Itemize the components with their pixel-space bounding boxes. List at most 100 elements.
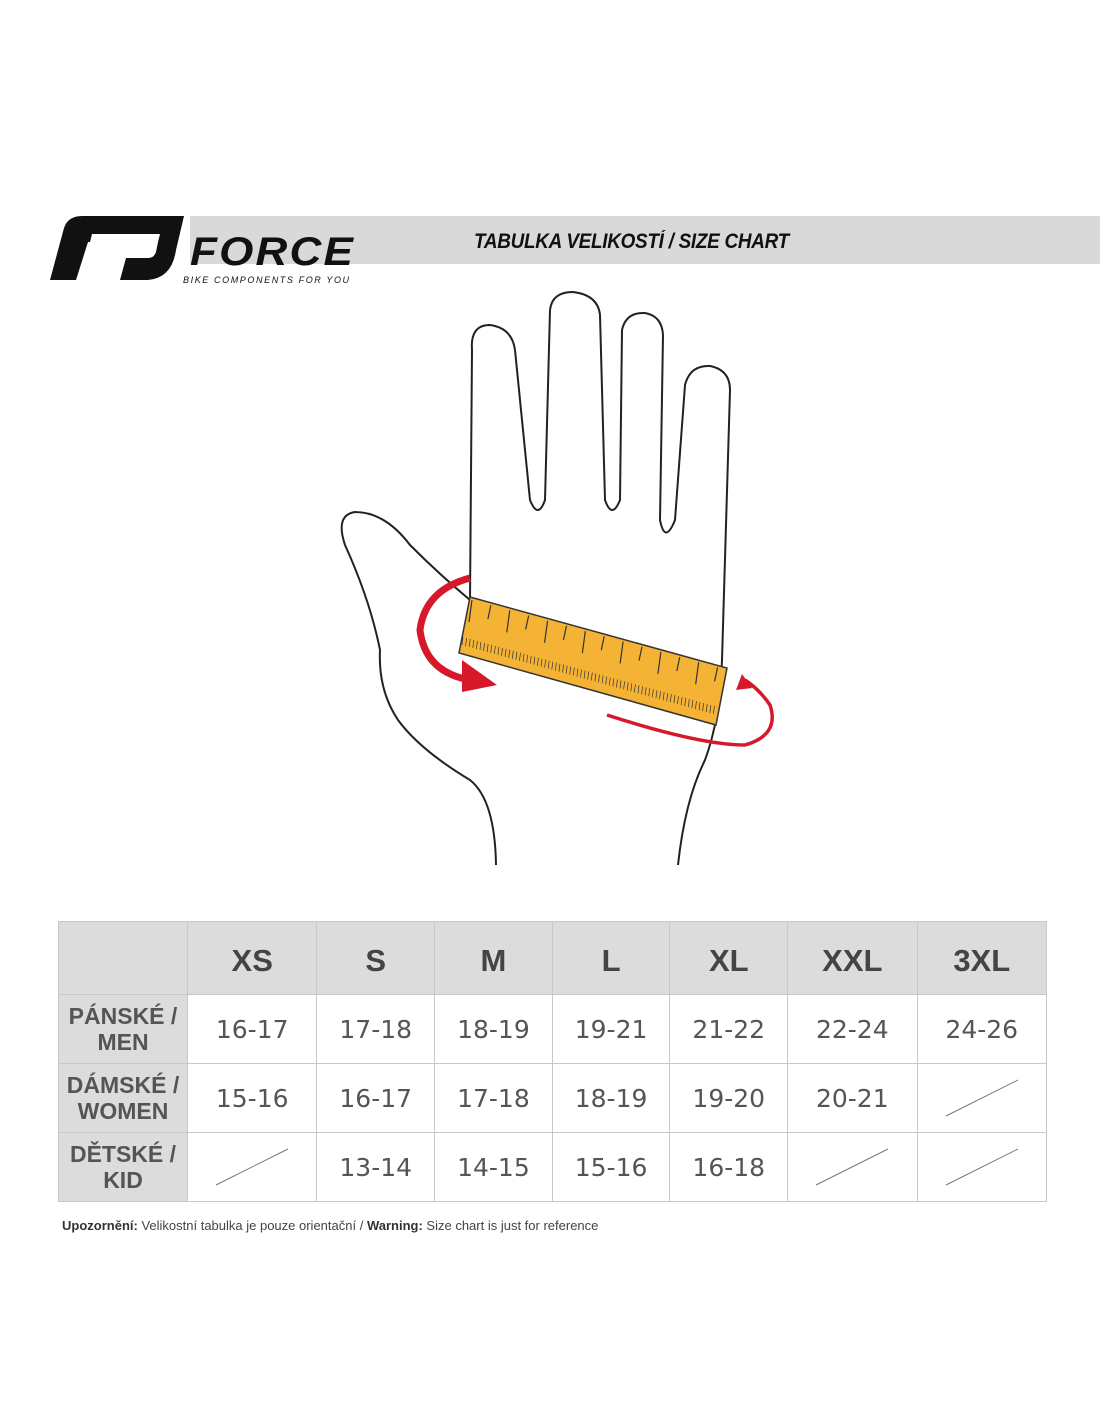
- ruler-tick: [648, 688, 651, 697]
- ruler-tick: [590, 672, 593, 681]
- ruler-tick: [641, 686, 643, 695]
- ruler-tick: [515, 651, 518, 660]
- ruler-tick: [587, 671, 590, 680]
- ruler-tick: [713, 667, 719, 682]
- header-band: [190, 216, 1100, 264]
- ruler-tick: [705, 703, 708, 713]
- ruler-tick: [504, 648, 507, 657]
- ruler-tick: [612, 678, 615, 687]
- ruler-tick: [533, 656, 536, 665]
- column-header: L: [551, 921, 671, 995]
- ruler-tick: [695, 662, 700, 685]
- size-value-cell: 24-26: [916, 994, 1047, 1064]
- ruler-tick: [680, 697, 683, 706]
- ruler-tick: [666, 693, 669, 702]
- ruler-tick: [537, 657, 539, 666]
- size-value-cell: 17-18: [434, 1063, 553, 1133]
- ruler-tick: [525, 615, 530, 630]
- diagonal-slash-icon: [215, 1148, 289, 1186]
- ruler-tick: [605, 676, 608, 685]
- ruler-tick: [479, 641, 482, 650]
- size-value-cell: 16-17: [186, 994, 318, 1064]
- warning-en-label: Warning:: [366, 1218, 423, 1233]
- ruler-tick: [493, 645, 496, 654]
- size-value-cell: 19-20: [669, 1063, 789, 1133]
- ruler-tick: [483, 642, 485, 651]
- wrap-arrow-right-icon: [606, 678, 774, 747]
- table-row: DĚTSKÉ / KID 13-14 14-15 15-16 16-18: [58, 1132, 1047, 1202]
- ruler-tick: [669, 694, 672, 703]
- force-logo-icon: [50, 216, 184, 280]
- ruler-tick: [543, 620, 549, 643]
- ruler-tick: [684, 698, 687, 707]
- ruler-tick: [468, 638, 471, 648]
- ruler-tick: [569, 666, 572, 675]
- ruler-tick: [677, 696, 679, 705]
- ruler-tick: [623, 681, 625, 690]
- ruler-tick: [547, 660, 550, 669]
- row-label: DÁMSKÉ / WOMEN: [58, 1063, 188, 1133]
- size-value-cell: 21-22: [669, 994, 789, 1064]
- table-row: PÁNSKÉ / MEN 16-17 17-18 18-19 19-21 21-22 22-…: [58, 994, 1047, 1064]
- size-value-cell: 14-15: [434, 1132, 553, 1202]
- ruler-icon: [458, 596, 728, 726]
- ruler-tick: [634, 684, 636, 693]
- size-value-cell: 18-19: [434, 994, 553, 1064]
- ruler-tick: [583, 670, 586, 679]
- ruler-tick: [662, 692, 665, 701]
- ruler-tick: [695, 701, 697, 710]
- warning-en-text: Size chart is just for reference: [426, 1218, 599, 1233]
- ruler-tick: [619, 680, 622, 689]
- size-value-cell: 16-17: [316, 1063, 436, 1133]
- ruler-tick: [676, 656, 681, 672]
- ruler-tick: [558, 663, 561, 672]
- ruler-tick: [497, 646, 500, 655]
- ruler-tick: [601, 675, 604, 684]
- size-value-cell: 16-18: [669, 1132, 789, 1202]
- ruler-tick: [691, 700, 694, 709]
- column-header: M: [434, 921, 553, 995]
- table-header-row: XS S M L XL XXL 3XL: [58, 921, 1047, 995]
- ruler-tick: [644, 687, 647, 696]
- ruler-tick: [619, 641, 624, 664]
- size-value-cell: 15-16: [551, 1132, 671, 1202]
- size-table: XS S M L XL XXL 3XL PÁNSKÉ / MEN 16-17 17-…: [58, 921, 1047, 1202]
- ruler-tick: [600, 636, 605, 651]
- size-value-cell: 15-16: [186, 1063, 318, 1133]
- ruler-tick: [476, 640, 478, 649]
- ruler-tick: [630, 683, 633, 692]
- ruler-tick: [468, 599, 473, 623]
- ruler-tick: [608, 677, 611, 686]
- column-header: XL: [669, 921, 789, 995]
- ruler-tick: [522, 653, 525, 662]
- ruler-tick: [508, 649, 511, 658]
- ruler-tick: [598, 674, 600, 683]
- ruler-tick: [576, 668, 579, 677]
- not-available-cell: [186, 1132, 318, 1202]
- ruler-tick: [501, 647, 503, 656]
- ruler-tick: [572, 667, 575, 676]
- diagonal-slash-icon: [945, 1148, 1018, 1186]
- column-header: XS: [186, 921, 318, 995]
- ruler-tick: [659, 691, 661, 700]
- diagonal-slash-icon: [945, 1079, 1018, 1117]
- hand-measurement-illustration: [340, 290, 774, 866]
- size-value-cell: 18-19: [551, 1063, 671, 1133]
- warning-cz-text: Velikostní tabulka je pouze orientační /: [141, 1218, 364, 1233]
- ruler-tick: [638, 646, 643, 661]
- row-label: DĚTSKÉ / KID: [58, 1132, 188, 1202]
- ruler-tick: [465, 637, 467, 647]
- size-value-cell: 19-21: [551, 994, 671, 1064]
- table-row: DÁMSKÉ / WOMEN 15-16 16-17 17-18 18-19 19-20 2…: [58, 1063, 1047, 1133]
- ruler-tick: [544, 659, 546, 668]
- page-title: TABULKA VELIKOSTÍ / SIZE CHART: [474, 230, 789, 253]
- size-value-cell: 13-14: [316, 1132, 436, 1202]
- ruler-tick: [709, 704, 712, 714]
- ruler-tick: [637, 685, 640, 694]
- ruler-tick: [565, 665, 568, 674]
- ruler-tick: [472, 639, 475, 649]
- diagonal-slash-icon: [816, 1148, 889, 1186]
- brand-tagline: BIKE COMPONENTS FOR YOU: [183, 275, 351, 285]
- column-header: S: [316, 921, 436, 995]
